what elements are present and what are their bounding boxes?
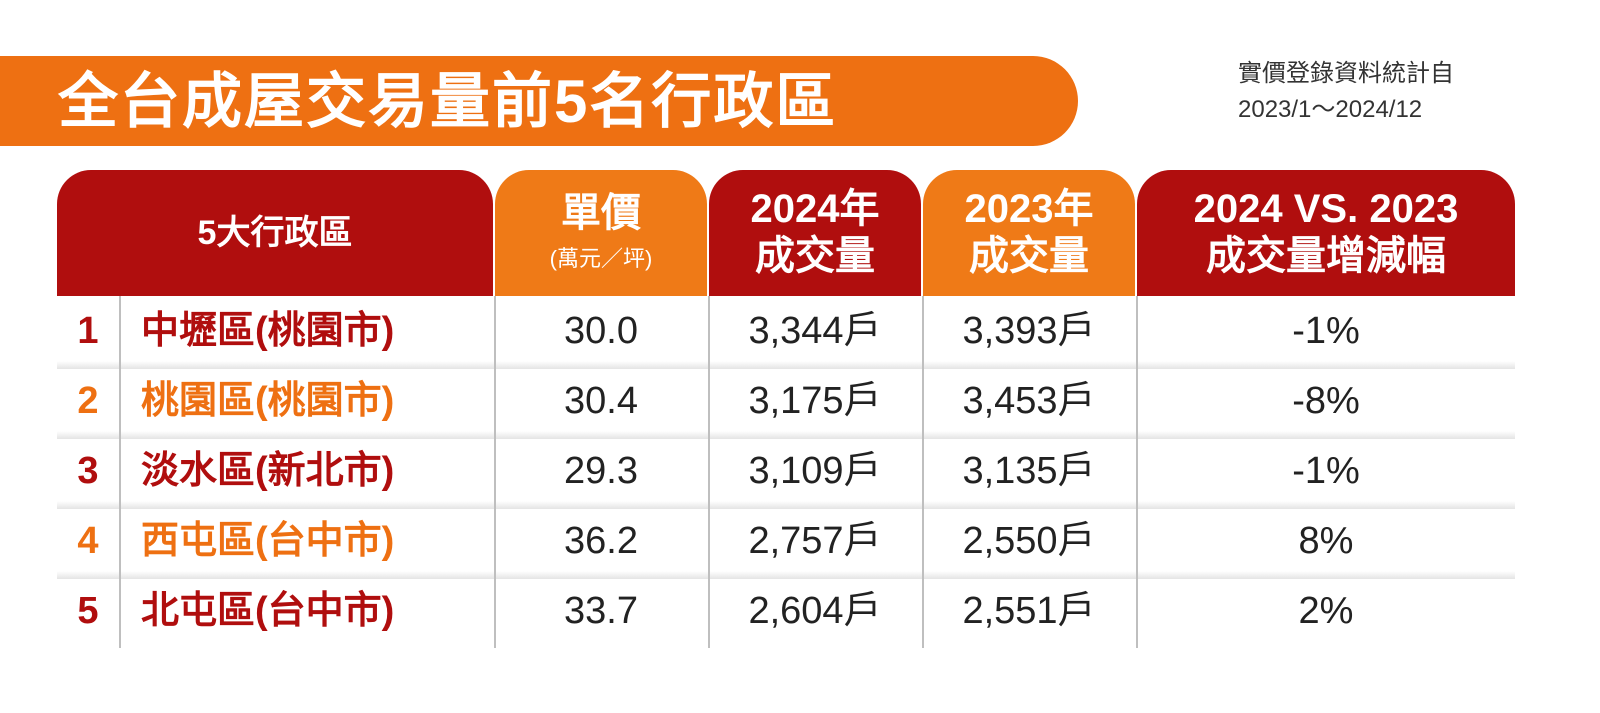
column-divider — [708, 296, 710, 648]
row-price: 29.3 — [564, 450, 638, 492]
row-district: 淡水區(新北市) — [141, 450, 395, 492]
row-change: -1% — [1292, 310, 1360, 352]
row-volume-2024: 2,604戶 — [748, 590, 882, 632]
row-rank: 3 — [77, 450, 99, 492]
row-volume-2024: 3,175戶 — [748, 380, 882, 422]
header-2023-year: 2023年 — [964, 187, 1094, 231]
column-divider — [1136, 296, 1138, 648]
source-date-range: 2023/1～2024/12 — [1238, 96, 1423, 123]
header-2024-year: 2024年 — [750, 187, 880, 231]
row-price: 33.7 — [564, 590, 638, 632]
header-district: 5大行政區 — [57, 170, 493, 296]
header-change: 2024 VS. 2023 成交量增減幅 — [1137, 170, 1515, 296]
table-row: 5 北屯區(台中市) 33.7 2,604戶 2,551戶 2% — [57, 576, 1515, 646]
row-price: 30.0 — [564, 310, 638, 352]
row-rank: 1 — [77, 310, 99, 352]
column-divider — [119, 296, 121, 648]
row-change: -8% — [1292, 380, 1360, 422]
source-line-1: 實價登錄資料統計自 — [1238, 60, 1454, 87]
row-volume-2023: 2,551戶 — [962, 590, 1096, 632]
row-price: 30.4 — [564, 380, 638, 422]
row-district: 中壢區(桃園市) — [141, 310, 395, 352]
row-volume-2023: 3,453戶 — [962, 380, 1096, 422]
header-change-compare: 2024 VS. 2023 — [1193, 187, 1459, 231]
row-volume-2023: 3,393戶 — [962, 310, 1096, 352]
row-change: 8% — [1298, 520, 1354, 562]
header-2023: 2023年 成交量 — [923, 170, 1135, 296]
row-change: 2% — [1298, 590, 1354, 632]
row-volume-2024: 3,344戶 — [748, 310, 882, 352]
table-row: 1 中壢區(桃園市) 30.0 3,344戶 3,393戶 -1% — [57, 296, 1515, 369]
column-divider — [494, 296, 496, 648]
row-rank: 2 — [77, 380, 99, 422]
row-district: 桃園區(桃園市) — [141, 380, 395, 422]
table-row: 3 淡水區(新北市) 29.3 3,109戶 3,135戶 -1% — [57, 436, 1515, 509]
table-row: 2 桃園區(桃園市) 30.4 3,175戶 3,453戶 -8% — [57, 366, 1515, 439]
row-volume-2023: 3,135戶 — [962, 450, 1096, 492]
row-district: 北屯區(台中市) — [141, 590, 395, 632]
source-note: 實價登錄資料統計自 2023/1～2024/12 — [1238, 56, 1454, 128]
column-divider — [922, 296, 924, 648]
header-price: 單價 (萬元／坪) — [495, 170, 707, 296]
row-change: -1% — [1292, 450, 1360, 492]
row-district: 西屯區(台中市) — [141, 520, 395, 562]
header-change-label: 成交量增減幅 — [1206, 234, 1446, 278]
header-price-label: 單價 — [561, 191, 641, 235]
title-banner — [0, 56, 1078, 146]
header-price-unit: (萬元／坪) — [549, 246, 653, 271]
header-district-label: 5大行政區 — [197, 214, 353, 252]
row-volume-2024: 2,757戶 — [748, 520, 882, 562]
header-2024-label: 成交量 — [755, 234, 875, 278]
header-2023-label: 成交量 — [969, 234, 1089, 278]
row-price: 36.2 — [564, 520, 638, 562]
table-row: 4 西屯區(台中市) 36.2 2,757戶 2,550戶 8% — [57, 506, 1515, 579]
row-volume-2023: 2,550戶 — [962, 520, 1096, 562]
row-rank: 4 — [77, 520, 99, 562]
row-rank: 5 — [77, 590, 99, 632]
page-title: 全台成屋交易量前5名行政區 — [58, 68, 838, 135]
header-2024: 2024年 成交量 — [709, 170, 921, 296]
row-volume-2024: 3,109戶 — [748, 450, 882, 492]
